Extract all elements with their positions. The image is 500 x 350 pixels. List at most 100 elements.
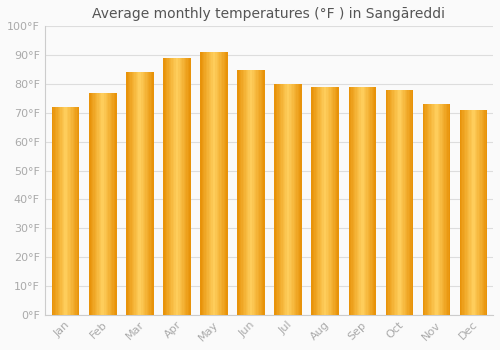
Bar [164,58,166,315]
Bar [356,87,357,315]
Bar [94,93,96,315]
Bar [112,93,114,315]
Bar [470,110,472,315]
Bar [176,58,177,315]
Bar [294,84,295,315]
Bar [410,90,412,315]
Bar [486,110,487,315]
Bar [243,70,244,315]
Bar [280,84,281,315]
Bar [208,52,210,315]
Bar [369,87,370,315]
Bar [424,104,426,315]
Bar [136,72,137,315]
Bar [338,87,339,315]
Bar [90,93,92,315]
Bar [479,110,480,315]
Bar [316,87,317,315]
Bar [98,93,99,315]
Bar [480,110,482,315]
Bar [248,70,250,315]
Bar [72,107,74,315]
Bar [446,104,448,315]
Bar [332,87,334,315]
Bar [189,58,190,315]
Bar [132,72,133,315]
Bar [430,104,431,315]
Bar [52,107,54,315]
Bar [391,90,392,315]
Bar [274,84,276,315]
Bar [291,84,292,315]
Bar [108,93,110,315]
Bar [432,104,434,315]
Bar [406,90,407,315]
Bar [276,84,277,315]
Bar [474,110,475,315]
Bar [388,90,390,315]
Bar [387,90,388,315]
Bar [177,58,178,315]
Bar [184,58,185,315]
Bar [284,84,286,315]
Bar [360,87,361,315]
Bar [186,58,188,315]
Bar [431,104,432,315]
Bar [59,107,60,315]
Bar [104,93,106,315]
Bar [262,70,264,315]
Bar [178,58,180,315]
Bar [89,93,90,315]
Bar [151,72,152,315]
Bar [318,87,320,315]
Bar [238,70,240,315]
Bar [224,52,225,315]
Bar [92,93,94,315]
Bar [212,52,214,315]
Bar [60,107,62,315]
Bar [330,87,332,315]
Bar [148,72,150,315]
Bar [222,52,224,315]
Bar [295,84,296,315]
Bar [368,87,369,315]
Bar [103,93,104,315]
Bar [336,87,338,315]
Bar [144,72,146,315]
Bar [98,93,100,315]
Bar [130,72,132,315]
Bar [443,104,444,315]
Bar [181,58,182,315]
Bar [200,52,202,315]
Bar [240,70,242,315]
Bar [434,104,435,315]
Bar [68,107,70,315]
Bar [250,70,251,315]
Bar [464,110,465,315]
Bar [166,58,168,315]
Bar [448,104,450,315]
Bar [438,104,439,315]
Bar [426,104,428,315]
Bar [254,70,255,315]
Bar [138,72,140,315]
Bar [174,58,176,315]
Bar [324,87,325,315]
Bar [56,107,58,315]
Bar [321,87,322,315]
Bar [244,70,246,315]
Bar [442,104,443,315]
Bar [203,52,204,315]
Bar [364,87,365,315]
Bar [317,87,318,315]
Bar [140,72,141,315]
Bar [220,52,221,315]
Bar [54,107,55,315]
Bar [126,72,128,315]
Bar [356,87,358,315]
Bar [251,70,252,315]
Bar [326,87,328,315]
Bar [476,110,478,315]
Bar [128,72,129,315]
Bar [78,107,80,315]
